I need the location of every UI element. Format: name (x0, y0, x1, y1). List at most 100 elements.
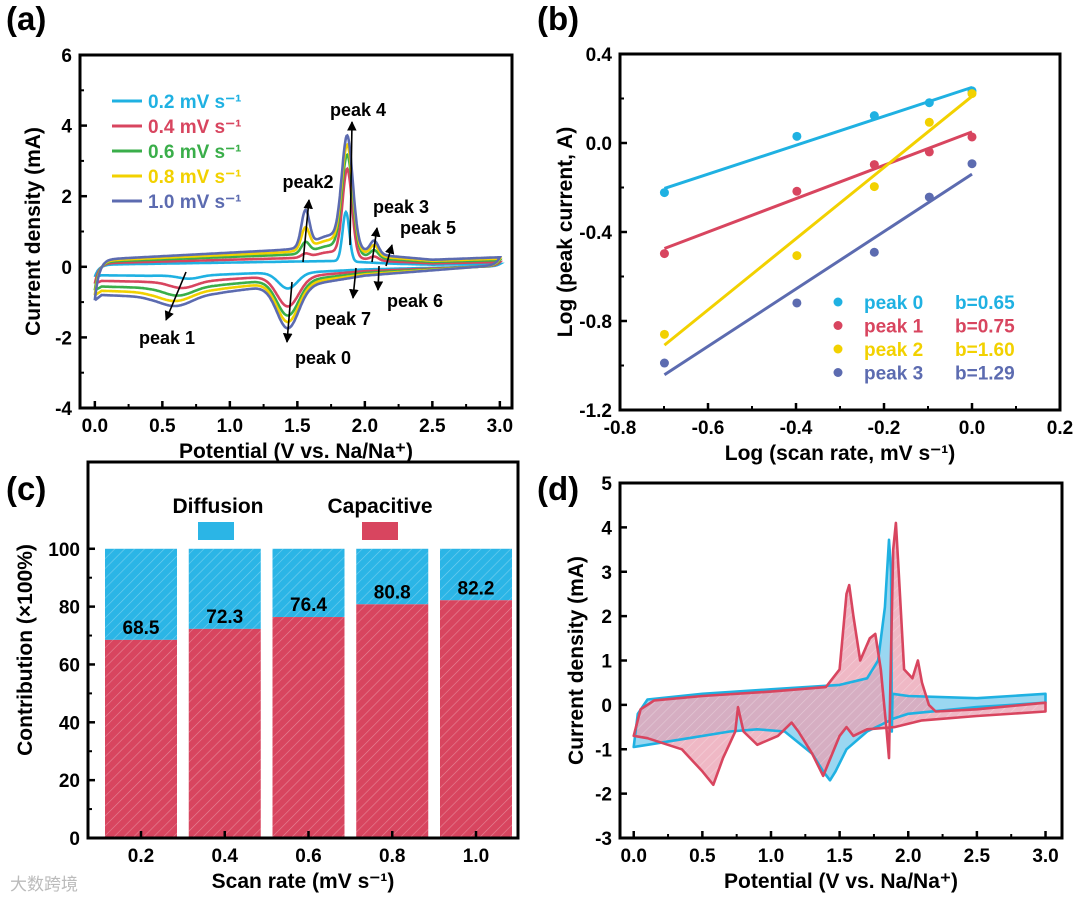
panel-a: 0.0 0.5 1.0 1.5 2.0 2.5 3.0 -4 -2 0 2 4 6 Potential (… (6, 0, 514, 463)
x-tick-label: 2.0 (352, 416, 378, 437)
y-tick-label: 4 (601, 518, 612, 539)
y-axis-label: Contribution (×100%) (14, 544, 37, 756)
annotation-label: peak 3 (373, 197, 429, 217)
data-point (924, 192, 934, 202)
legend-marker (833, 368, 843, 377)
legend-label: peak 0 (864, 293, 923, 314)
panel-label: (b) (537, 0, 579, 37)
legend-b-value: b=0.75 (955, 317, 1015, 338)
x-tick-label: 3.0 (1032, 846, 1058, 867)
y-tick-label: -1.2 (579, 401, 612, 422)
y-tick-label: 0 (601, 696, 612, 717)
legend-label: 0.6 mV s⁻¹ (148, 142, 241, 163)
y-axis-label: Current density (mA) (565, 556, 588, 765)
y-tick-label: 0.4 (586, 45, 613, 66)
x-axis-label: Log (scan rate, mV s⁻¹) (725, 442, 955, 465)
data-point (869, 182, 879, 192)
x-axis-label: Scan rate (mV s⁻¹) (212, 870, 395, 893)
x-tick-label: 2.0 (895, 846, 921, 867)
legend-marker (833, 321, 843, 330)
fit-line (663, 95, 973, 347)
y-tick-label: 5 (601, 474, 612, 495)
y-tick-label: -0.8 (579, 312, 612, 333)
x-tick-label: 2.5 (419, 416, 446, 437)
annotation-label: peak 5 (400, 218, 456, 238)
annotation-arrow (349, 267, 359, 299)
x-tick-label: -0.2 (868, 418, 901, 439)
data-point (792, 186, 802, 196)
cv-curve-total (632, 538, 1047, 782)
bar-hatch (356, 604, 429, 838)
x-tick-label: 0.6 (295, 846, 321, 867)
legend-b-value: b=1.29 (955, 364, 1015, 385)
bar-data-label: 82.2 (458, 578, 495, 599)
legend-marker (833, 344, 843, 354)
x-tick-label: 0.2 (1047, 418, 1073, 439)
x-tick-label: -0.4 (780, 418, 813, 439)
watermark: 大数跨境 (10, 875, 78, 894)
bar-hatch (356, 548, 429, 605)
data-point (967, 132, 977, 142)
x-axis-label: Potential (V vs. Na/Na⁺) (724, 870, 958, 893)
x-axis-label: Potential (V vs. Na/Na⁺) (179, 440, 413, 463)
data-point (659, 249, 669, 259)
y-tick-label: -4 (55, 399, 72, 420)
panel-c: 68.5 0.2 72.3 0.4 76.4 0.6 80.8 0.8 82.2 1.0 0 20 40… (6, 460, 520, 893)
annotation-label: peak 7 (315, 309, 371, 329)
annotation-arrow (302, 199, 313, 263)
x-tick-label: 1.0 (758, 846, 784, 867)
y-tick-label: -3 (595, 829, 612, 850)
y-tick-label: 80 (59, 598, 80, 619)
panel-d: 0.0 0.5 1.0 1.5 2.0 2.5 3.0 -3 -2 -1 0 1 2 3 4 5 Potenti… (537, 470, 1064, 893)
y-tick-label: -2 (55, 328, 72, 349)
data-point (869, 160, 879, 170)
legend-b-value: b=1.60 (955, 340, 1015, 361)
bar-data-label: 80.8 (374, 582, 411, 603)
annotation-arrow (164, 271, 187, 321)
bar-hatch (105, 548, 177, 640)
legend-label: 0.2 mV s⁻¹ (148, 92, 241, 113)
panel-b: -0.8 -0.6 -0.4 -0.2 0.0 0.2-1.2-0.8-0.40.00.4… (537, 0, 1073, 465)
y-tick-label: -1 (595, 740, 612, 761)
annotation-arrow (347, 121, 357, 246)
annotation-arrow (385, 244, 395, 267)
legend-label: 0.8 mV s⁻¹ (148, 167, 241, 188)
x-tick-label: 0.5 (149, 416, 176, 437)
legend-swatch-diffusion (198, 522, 234, 540)
y-tick-label: 6 (61, 46, 72, 67)
legend-label: Diffusion (173, 495, 264, 518)
y-axis-label: Current density (mA) (22, 127, 45, 336)
bar-hatch (440, 548, 512, 601)
fit-line (663, 172, 973, 377)
annotation-label: peak 0 (295, 348, 351, 368)
bar-data-label: 76.4 (290, 595, 327, 616)
data-point (869, 247, 879, 257)
y-tick-label: -0.4 (579, 223, 612, 244)
plot-frame (86, 460, 520, 840)
y-tick-label: 2 (601, 607, 612, 628)
y-tick-label: 0.0 (586, 134, 612, 155)
bar-hatch (188, 628, 261, 838)
y-tick-label: 20 (59, 771, 80, 792)
cv-curve-1.0 (93, 133, 503, 330)
data-point (967, 159, 977, 169)
panel-label: (a) (6, 0, 46, 37)
y-tick-label: 60 (59, 655, 80, 676)
x-tick-label: -0.6 (692, 418, 725, 439)
data-point (792, 131, 802, 141)
legend-label: 1.0 mV s⁻¹ (148, 192, 241, 213)
x-tick-label: 1.5 (284, 416, 311, 437)
legend-b-value: b=0.65 (955, 293, 1015, 314)
legend-label: 0.4 mV s⁻¹ (148, 117, 241, 138)
bar-data-label: 68.5 (123, 618, 160, 639)
x-tick-label: 3.0 (487, 416, 513, 437)
y-axis-label: Log (peak current, A) (554, 127, 577, 337)
x-tick-label: 0.5 (689, 846, 716, 867)
y-tick-label: 4 (61, 117, 72, 138)
y-tick-label: 1 (601, 652, 612, 673)
x-tick-label: 2.5 (964, 846, 991, 867)
annotation-label: peak 4 (330, 100, 386, 120)
data-point (792, 298, 802, 308)
area-hatch (633, 522, 1046, 785)
